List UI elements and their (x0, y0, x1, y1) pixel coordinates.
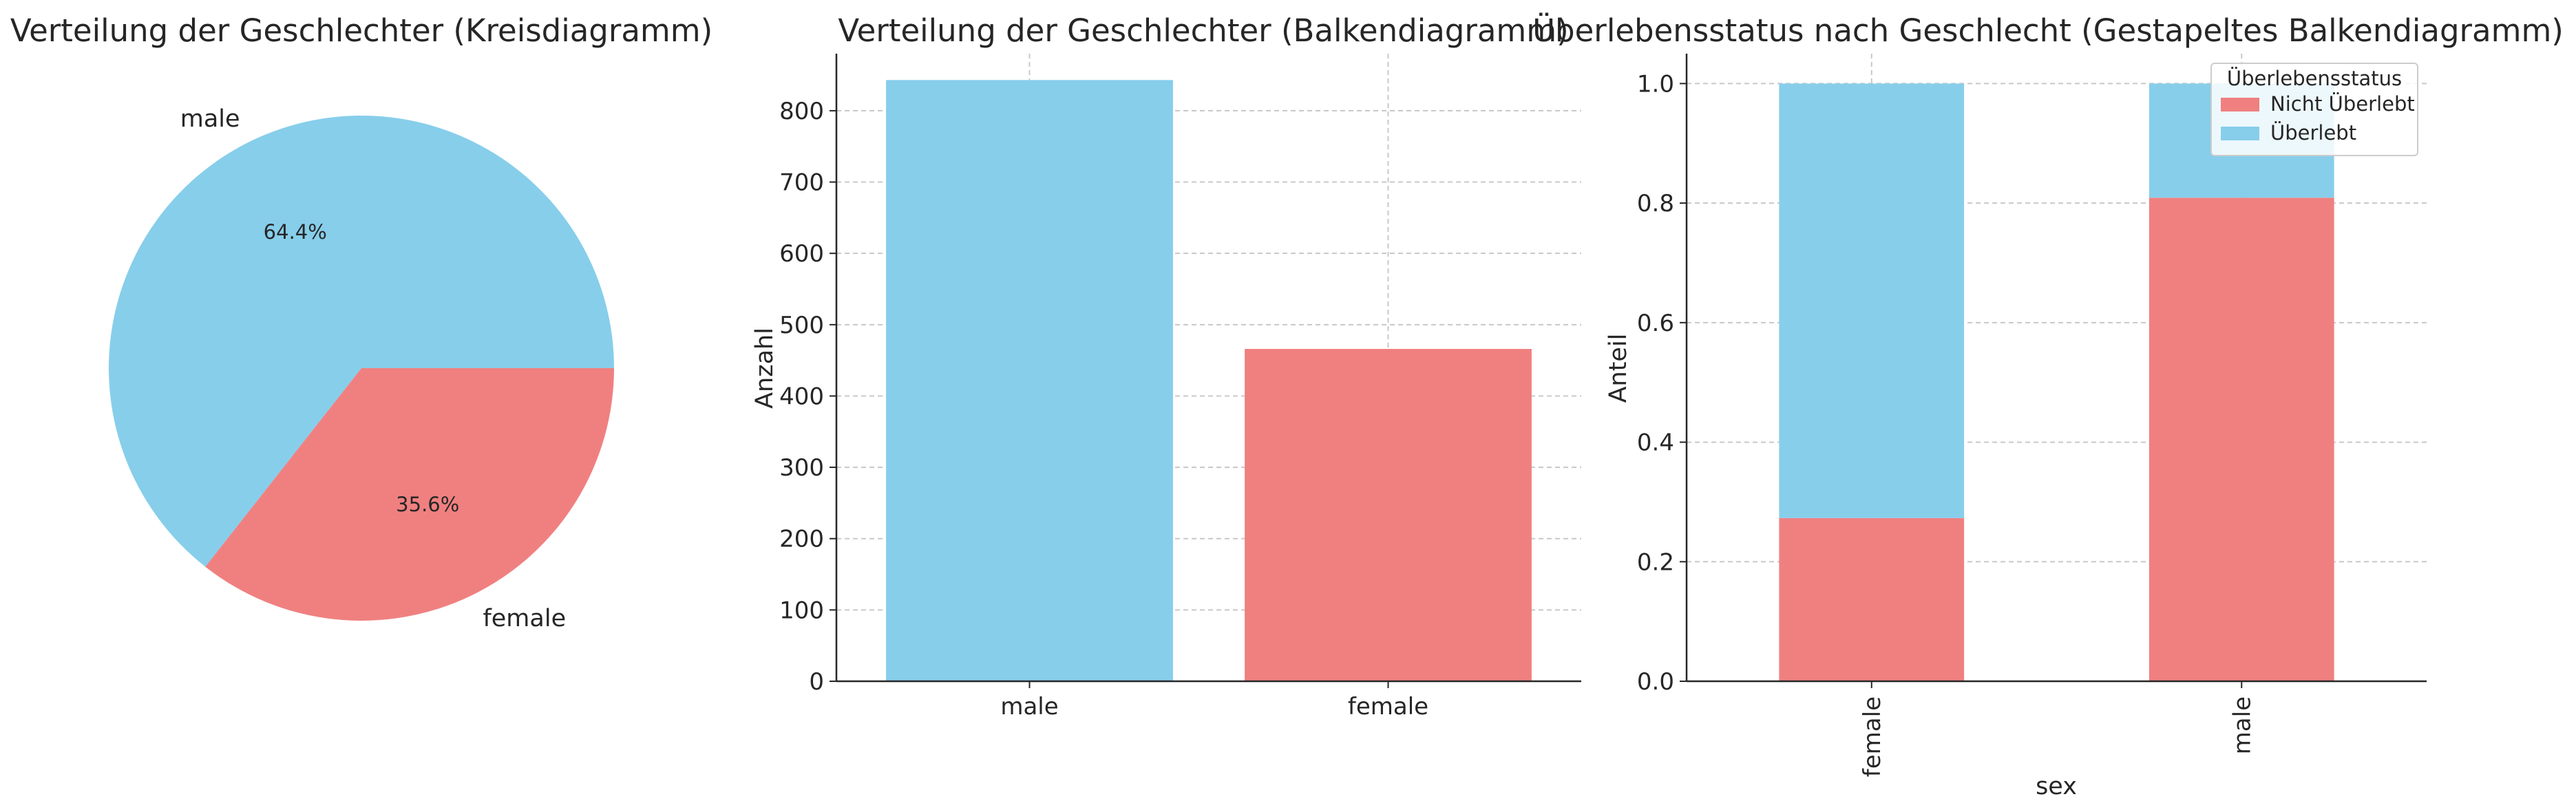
stacked-legend-label-nicht-ueberlebt: Nicht Überlebt (2270, 92, 2415, 116)
stacked-legend-swatch-ueberlebt (2221, 127, 2259, 140)
bar-ytick-label: 0 (809, 668, 824, 696)
pie-slice-male (108, 116, 614, 567)
bar-chart-ylabel: Anzahl (751, 328, 779, 409)
bar-xtick-label: male (1000, 693, 1058, 720)
stacked-legend-label-ueberlebt: Überlebt (2270, 121, 2356, 145)
bar-ytick-label: 800 (779, 98, 824, 125)
stacked-ytick-label: 0.4 (1637, 429, 1674, 457)
stacked-ytick-label: 0.6 (1637, 310, 1674, 337)
stacked-ytick-label: 0.2 (1637, 548, 1674, 576)
bar-female (1245, 349, 1532, 681)
stacked-ytick-label: 0.0 (1637, 668, 1674, 696)
bar-ytick-label: 500 (779, 312, 824, 339)
bar-ytick-label: 600 (779, 240, 824, 268)
bar-ytick-label: 100 (779, 597, 824, 624)
bar-xtick-label: female (1348, 693, 1428, 720)
bar-male (886, 80, 1173, 681)
stacked-bar-male-nicht-ueberlebt (2149, 197, 2334, 682)
bar-ytick-label: 300 (779, 454, 824, 482)
bar-ytick-label: 200 (779, 526, 824, 553)
stacked-ytick-label: 0.8 (1637, 190, 1674, 217)
stacked-chart-ylabel: Anteil (1605, 334, 1632, 403)
stacked-bar-female-nicht-ueberlebt (1779, 517, 1965, 681)
bar-chart-title: Verteilung der Geschlechter (Balkendiagr… (838, 12, 1568, 49)
stacked-legend-title: Überlebensstatus (2227, 67, 2402, 90)
pie-chart-title: Verteilung der Geschlechter (Kreisdiagra… (10, 12, 712, 49)
bar-chart: Verteilung der Geschlechter (Balkendiagr… (751, 12, 1581, 720)
pie-slice-female (205, 368, 615, 621)
pie-pct-label-male: 64.4% (264, 220, 327, 244)
stacked-chart-xlabel: sex (2036, 773, 2077, 800)
stacked-xtick-label: female (1859, 696, 1886, 777)
pie-chart: Verteilung der Geschlechter (Kreisdiagra… (10, 12, 712, 632)
stacked-chart-title: Überlebensstatus nach Geschlecht (Gestap… (1532, 12, 2564, 49)
stacked-legend-swatch-nicht-ueberlebt (2221, 98, 2259, 111)
bar-ytick-label: 700 (779, 169, 824, 197)
bar-ytick-label: 400 (779, 383, 824, 410)
stacked-legend-box (2210, 63, 2418, 156)
pie-label-male: male (180, 105, 240, 133)
pie-label-female: female (483, 605, 566, 632)
stacked-ytick-label: 1.0 (1637, 70, 1674, 98)
stacked-xtick-label: male (2228, 696, 2256, 754)
pie-pct-label-female: 35.6% (396, 493, 459, 516)
stacked-bar-female-ueberlebt (1779, 83, 1965, 518)
